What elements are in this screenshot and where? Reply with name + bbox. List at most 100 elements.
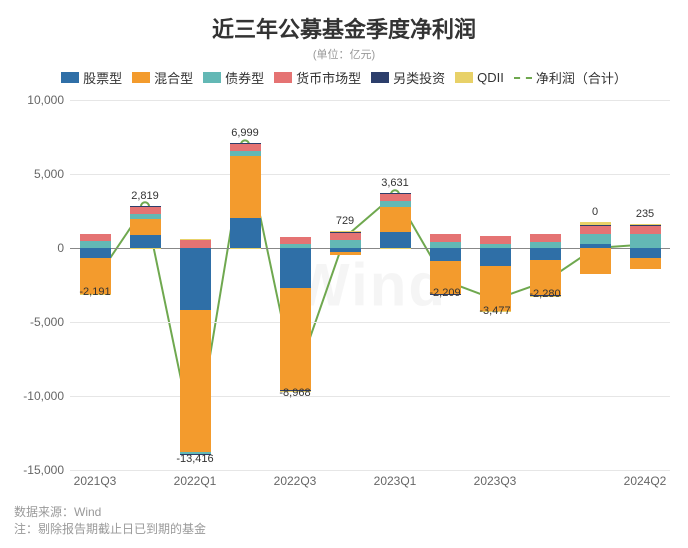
gridline bbox=[70, 470, 670, 471]
bar-group bbox=[230, 100, 261, 470]
legend-line-swatch bbox=[514, 77, 532, 79]
bar-segment-money bbox=[280, 237, 311, 245]
bar-segment-bond bbox=[530, 242, 561, 248]
bar-group bbox=[380, 100, 411, 470]
total-data-label: -3,477 bbox=[479, 305, 510, 317]
x-axis-label: 2024Q2 bbox=[624, 474, 667, 488]
total-data-label: -2,209 bbox=[429, 287, 460, 299]
bar-segment-bond bbox=[430, 242, 461, 248]
bar-segment-bond bbox=[280, 244, 311, 248]
bar-segment-qdii bbox=[180, 239, 211, 240]
legend-swatch bbox=[132, 72, 150, 83]
bar-segment-money bbox=[330, 232, 361, 240]
bar-segment-qdii bbox=[580, 222, 611, 225]
legend-label: 货币市场型 bbox=[296, 68, 361, 87]
legend-item: 债券型 bbox=[203, 68, 264, 87]
y-axis-label: -10,000 bbox=[23, 389, 64, 403]
bar-segment-bond bbox=[130, 214, 161, 219]
bar-group bbox=[130, 100, 161, 470]
legend-swatch bbox=[203, 72, 221, 83]
bar-group bbox=[80, 100, 111, 470]
bar-group bbox=[280, 100, 311, 470]
legend-label: 净利润（合计） bbox=[536, 68, 627, 87]
bar-segment-mixed bbox=[630, 258, 661, 268]
legend-label: 混合型 bbox=[154, 68, 193, 87]
legend-swatch bbox=[371, 72, 389, 83]
footer-note: 数据来源：Wind 注：剔除报告期截止日已到期的基金 bbox=[14, 504, 206, 538]
footer-remark: 注：剔除报告期截止日已到期的基金 bbox=[14, 521, 206, 538]
bar-segment-mixed bbox=[280, 288, 311, 390]
legend-item: 混合型 bbox=[132, 68, 193, 87]
bar-segment-equity bbox=[80, 248, 111, 258]
total-data-label: 2,819 bbox=[131, 190, 159, 202]
total-data-label: -8,968 bbox=[279, 387, 310, 399]
bar-segment-equity bbox=[130, 235, 161, 248]
bar-segment-money bbox=[580, 225, 611, 234]
bar-segment-bond bbox=[80, 241, 111, 248]
bar-segment-equity bbox=[280, 248, 311, 288]
bar-segment-mixed bbox=[480, 266, 511, 311]
total-data-label: 3,631 bbox=[381, 177, 409, 189]
x-axis-label: 2021Q3 bbox=[74, 474, 117, 488]
bar-segment-equity bbox=[630, 248, 661, 258]
bar-segment-mixed bbox=[330, 252, 361, 255]
bar-group bbox=[580, 100, 611, 470]
legend: 股票型 混合型 债券型 货币市场型 另类投资 QDII 净利润（合计） bbox=[0, 68, 688, 87]
y-axis-label: -5,000 bbox=[30, 315, 64, 329]
bar-segment-qdii bbox=[330, 231, 361, 232]
bar-segment-equity bbox=[530, 248, 561, 260]
bar-segment-equity bbox=[230, 218, 261, 248]
x-axis-label: 2023Q3 bbox=[474, 474, 517, 488]
total-line bbox=[95, 144, 645, 446]
legend-label: 另类投资 bbox=[393, 68, 445, 87]
bar-segment-qdii bbox=[630, 224, 661, 225]
bar-segment-money bbox=[480, 236, 511, 244]
bar-group bbox=[180, 100, 211, 470]
bar-group bbox=[330, 100, 361, 470]
legend-label: QDII bbox=[477, 70, 504, 85]
legend-item-line: 净利润（合计） bbox=[514, 68, 627, 87]
legend-label: 股票型 bbox=[83, 68, 122, 87]
y-axis-label: 10,000 bbox=[27, 93, 64, 107]
bar-segment-money bbox=[180, 240, 211, 248]
bar-segment-money bbox=[630, 225, 661, 234]
footer-source: 数据来源：Wind bbox=[14, 504, 206, 521]
bar-segment-money bbox=[230, 143, 261, 151]
legend-item: 另类投资 bbox=[371, 68, 445, 87]
bar-segment-money bbox=[530, 234, 561, 242]
x-axis-label: 2022Q3 bbox=[274, 474, 317, 488]
total-data-label: 0 bbox=[592, 206, 598, 218]
x-axis-label: 2023Q1 bbox=[374, 474, 417, 488]
bar-segment-money bbox=[130, 206, 161, 214]
bar-segment-money bbox=[380, 194, 411, 202]
total-data-label: -2,280 bbox=[529, 288, 560, 300]
bar-segment-equity bbox=[180, 248, 211, 310]
legend-item: QDII bbox=[455, 68, 504, 87]
bar-segment-bond bbox=[630, 234, 661, 248]
bar-segment-mixed bbox=[130, 219, 161, 235]
bar-segment-equity bbox=[480, 248, 511, 266]
chart-container: 近三年公募基金季度净利润 (单位：亿元) 股票型混合型债券型货币市场型另类投资Q… bbox=[0, 0, 688, 548]
bar-group bbox=[480, 100, 511, 470]
legend-swatch bbox=[455, 72, 473, 83]
legend-swatch bbox=[274, 72, 292, 83]
bar-segment-equity bbox=[430, 248, 461, 261]
bar-segment-equity bbox=[380, 232, 411, 248]
chart-subtitle: (单位：亿元) bbox=[0, 46, 688, 62]
plot-area: Wind -15,000-10,000-5,00005,00010,000202… bbox=[70, 100, 670, 470]
bar-segment-qdii bbox=[380, 248, 411, 249]
y-axis-label: 0 bbox=[57, 241, 64, 255]
bar-segment-qdii bbox=[230, 248, 261, 249]
total-data-label: -2,191 bbox=[79, 286, 110, 298]
bar-segment-bond bbox=[380, 201, 411, 207]
bar-segment-bond bbox=[230, 151, 261, 156]
legend-item: 货币市场型 bbox=[274, 68, 361, 87]
bar-group bbox=[430, 100, 461, 470]
bar-segment-mixed bbox=[580, 248, 611, 274]
total-data-label: 729 bbox=[336, 215, 354, 227]
bar-segment-mixed bbox=[180, 310, 211, 452]
total-data-label: -13,416 bbox=[176, 453, 213, 465]
bar-segment-money bbox=[80, 234, 111, 242]
legend-label: 债券型 bbox=[225, 68, 264, 87]
y-axis-label: 5,000 bbox=[34, 167, 64, 181]
